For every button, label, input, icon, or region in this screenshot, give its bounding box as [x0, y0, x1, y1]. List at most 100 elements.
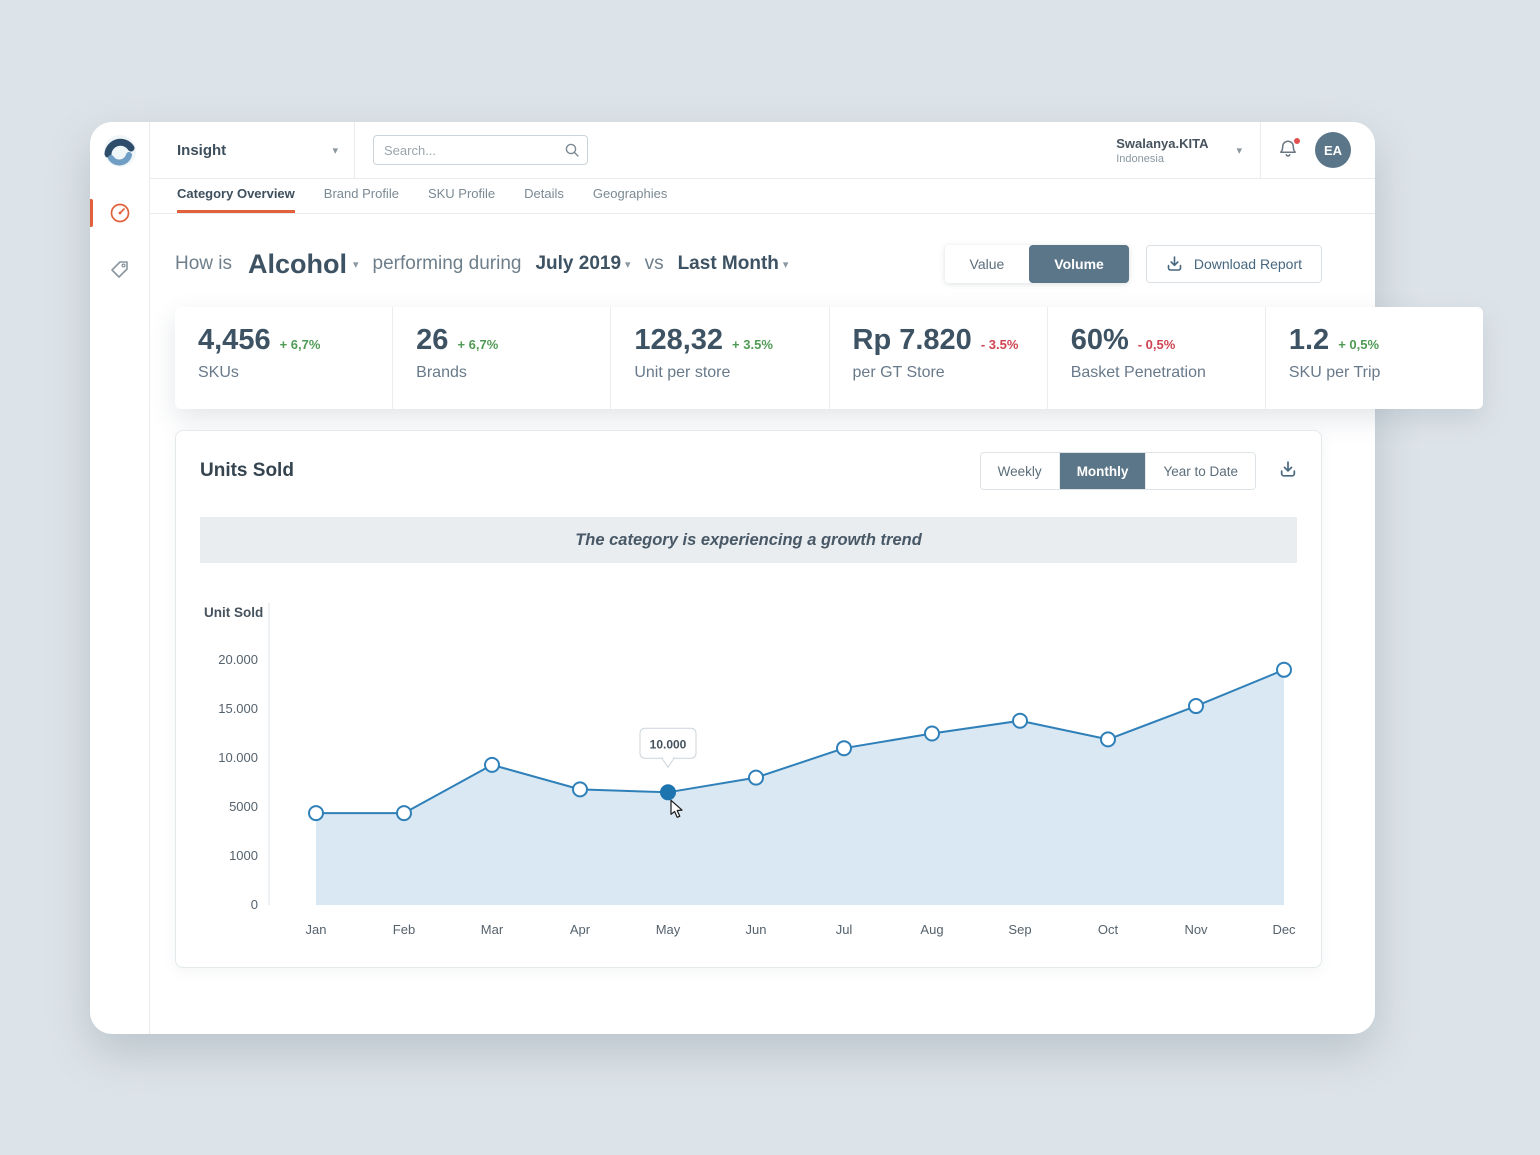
chart-area [316, 669, 1284, 905]
heading-vs: vs [644, 253, 664, 274]
y-tick-label: 5000 [229, 799, 258, 814]
value-volume-toggle: Value Volume [944, 245, 1129, 283]
org-name: Swalanya.KITA [1116, 135, 1209, 151]
y-tick-label: 1000 [229, 848, 258, 863]
kpi-strip: 4,456 + 6,7% SKUs 26 + 6,7% Brands 128,32 +… [175, 307, 1483, 409]
value-button[interactable]: Value [944, 245, 1030, 283]
panel-title: Units Sold [200, 460, 294, 481]
kpi-unit-per-store: 128,32 + 3.5% Unit per store [611, 307, 830, 409]
notification-badge [1293, 136, 1301, 145]
sidebar-item-promotions[interactable] [90, 247, 149, 291]
chevron-down-icon[interactable]: ▾ [353, 258, 359, 271]
search-box [373, 135, 588, 165]
kpi-value: 60% [1070, 324, 1129, 356]
compare-selector[interactable]: Last Month [677, 253, 779, 274]
tooltip-value: 10.000 [650, 737, 687, 751]
x-tick-label: Feb [393, 922, 415, 937]
y-tick-label: 0 [251, 897, 258, 912]
divider [1260, 121, 1261, 179]
search-input[interactable] [373, 135, 588, 165]
chart-point [484, 756, 500, 773]
x-tick-label: Sep [1008, 922, 1031, 937]
chart-point [924, 725, 940, 742]
kpi-basket-penetration: 60% - 0,5% Basket Penetration [1048, 307, 1266, 409]
tooltip-pointer [661, 757, 675, 769]
chevron-down-icon[interactable]: ▾ [625, 258, 631, 271]
chart-point [308, 805, 324, 822]
app-logo-icon [103, 134, 136, 167]
chart-point [1100, 731, 1116, 748]
volume-button[interactable]: Volume [1029, 245, 1129, 283]
tab-sku-profile[interactable]: SKU Profile [427, 186, 496, 201]
x-tick-label: Jul [836, 922, 853, 937]
kpi-value: 4,456 [198, 324, 271, 356]
sidebar-item-insights[interactable] [90, 191, 149, 235]
chart-point [396, 805, 412, 822]
y-tick-label: 15.000 [218, 701, 258, 716]
app-window: Insight ▾ Swalanya.KITA Indonesia ▾ [90, 121, 1483, 1034]
category-selector[interactable]: Alcohol [248, 248, 348, 279]
chart-point [1276, 661, 1292, 678]
kpi-delta: - 0,5% [1137, 337, 1176, 352]
chart-point [1012, 712, 1028, 729]
kpi-delta: + 6,7% [457, 337, 499, 352]
org-selector[interactable]: Swalanya.KITA Indonesia ▾ [1116, 136, 1242, 165]
x-tick-label: Nov [1184, 922, 1208, 937]
kpi-delta: + 6,7% [279, 337, 321, 352]
notifications-button[interactable] [1277, 136, 1301, 163]
kpi-delta: + 0,5% [1338, 337, 1380, 352]
chart-point [748, 769, 764, 786]
kpi-brands: 26 + 6,7% Brands [393, 307, 612, 409]
download-chart-button[interactable] [1279, 460, 1297, 482]
chevron-down-icon[interactable]: ▾ [782, 258, 789, 271]
kpi-value: 1.2 [1288, 324, 1330, 356]
tab-category-overview[interactable]: Category Overview [177, 179, 295, 213]
main-content: How is Alcohol ▾ performing during July … [150, 214, 1483, 1034]
year-to-date-button[interactable]: Year to Date [1146, 453, 1255, 489]
kpi-skus: 4,456 + 6,7% SKUs [175, 307, 394, 409]
units-sold-chart[interactable]: Unit Sold 0 1000 5000 10.000 15.000 20.000 Jan F… [176, 583, 1321, 951]
chart-ylabel: Unit Sold [204, 605, 263, 620]
gauge-icon [110, 203, 129, 223]
weekly-button[interactable]: Weekly [980, 453, 1060, 489]
x-tick-label: Dec [1272, 922, 1296, 937]
org-region: Indonesia [1116, 152, 1164, 165]
tab-details[interactable]: Details [524, 186, 564, 201]
kpi-label: SKUs [198, 364, 239, 381]
x-tick-label: Aug [920, 922, 943, 937]
panel-header: Units Sold Weekly Monthly Year to Date [176, 431, 1321, 490]
sidebar [90, 122, 150, 1034]
download-icon [1280, 461, 1296, 477]
app-name: Insight [177, 141, 227, 159]
time-range-toggle: Weekly Monthly Year to Date [979, 452, 1256, 490]
y-tick-label: 20.000 [218, 652, 258, 667]
x-tick-label: May [656, 922, 681, 937]
chart-point-active [660, 784, 676, 801]
chevron-down-icon: ▾ [1236, 144, 1242, 157]
bell-icon [1280, 139, 1296, 157]
kpi-delta: + 3.5% [732, 337, 773, 352]
kpi-value: 26 [416, 324, 449, 356]
tab-brand-profile[interactable]: Brand Profile [323, 186, 399, 201]
app-logo[interactable] [90, 122, 149, 179]
x-tick-label: Apr [570, 922, 591, 937]
heading-prefix: How is [175, 253, 233, 274]
kpi-sku-per-trip: 1.2 + 0,5% SKU per Trip [1266, 307, 1483, 409]
app-switcher[interactable]: Insight ▾ [150, 142, 354, 159]
kpi-value: 128,32 [634, 324, 724, 356]
kpi-delta: - 3.5% [980, 337, 1019, 352]
period-selector[interactable]: July 2019 [535, 253, 622, 274]
cursor-icon [670, 799, 683, 818]
avatar[interactable]: EA [1315, 132, 1351, 168]
tab-geographies[interactable]: Geographies [592, 186, 668, 201]
x-tick-label: Jun [746, 922, 767, 937]
download-report-button[interactable]: Download Report [1145, 245, 1322, 283]
promotions-icon [110, 261, 128, 278]
monthly-button[interactable]: Monthly [1059, 453, 1147, 489]
divider [354, 121, 355, 179]
trend-banner: The category is experiencing a growth tr… [200, 517, 1297, 563]
kpi-value: Rp 7.820 [852, 324, 972, 356]
top-bar: Insight ▾ Swalanya.KITA Indonesia ▾ [150, 121, 1375, 179]
heading-middle: performing during [372, 253, 522, 274]
